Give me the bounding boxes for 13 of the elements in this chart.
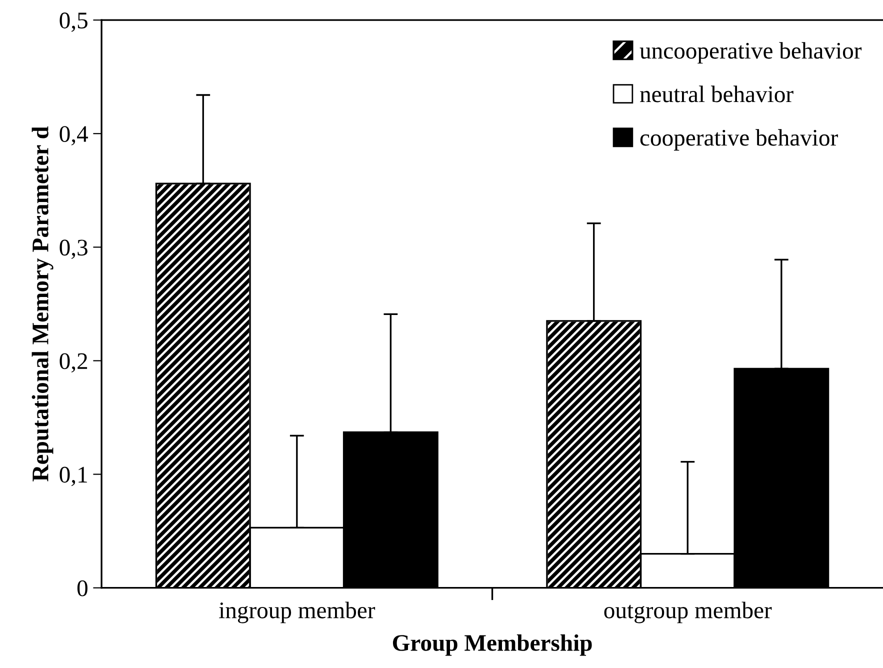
y-axis-title: Reputational Memory Parameter d: [32, 126, 54, 482]
y-tick-label: 0,3: [60, 240, 88, 259]
y-tick-label: 0,4: [60, 126, 88, 146]
y-tick-label: 0,5: [60, 12, 88, 32]
y-tick-label: 0,2: [60, 353, 88, 373]
x-tick-label: ingroup member: [219, 602, 376, 624]
legend-label: cooperative behavior: [640, 129, 838, 151]
y-tick-label: 0: [77, 580, 88, 596]
legend-label: neutral behavior: [640, 86, 794, 102]
x-tick-label: outgroup member: [604, 602, 772, 624]
x-axis-title: Group Membership: [392, 634, 592, 656]
y-tick-label: 0,1: [60, 466, 87, 486]
legend-label: uncooperative behavior: [640, 42, 862, 64]
